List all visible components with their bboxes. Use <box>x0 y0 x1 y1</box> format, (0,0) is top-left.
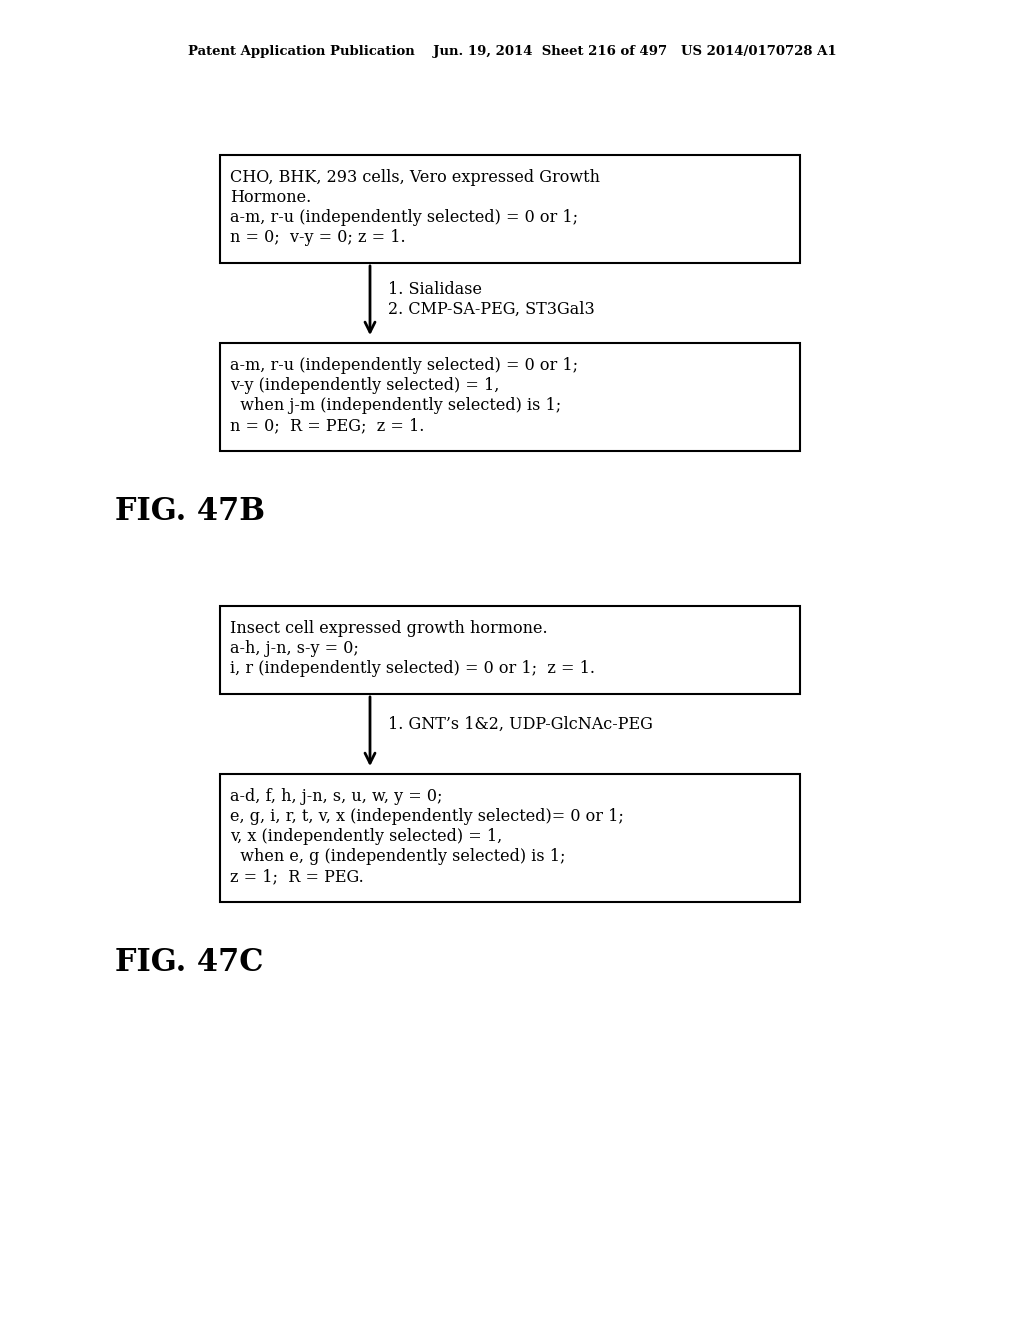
Text: a-d, f, h, j-n, s, u, w, y = 0;: a-d, f, h, j-n, s, u, w, y = 0; <box>230 788 442 805</box>
Text: 1. Sialidase: 1. Sialidase <box>388 281 482 298</box>
Bar <box>220 154 800 263</box>
Text: e, g, i, r, t, v, x (independently selected)= 0 or 1;: e, g, i, r, t, v, x (independently selec… <box>230 808 624 825</box>
Text: FIG. 47B: FIG. 47B <box>115 496 265 527</box>
Bar <box>220 774 800 902</box>
Text: v, x (independently selected) = 1,: v, x (independently selected) = 1, <box>230 828 502 845</box>
Text: z = 1;  R = PEG.: z = 1; R = PEG. <box>230 869 364 884</box>
Bar <box>220 606 800 694</box>
Text: a-h, j-n, s-y = 0;: a-h, j-n, s-y = 0; <box>230 640 358 657</box>
Text: n = 0;  R = PEG;  z = 1.: n = 0; R = PEG; z = 1. <box>230 417 424 434</box>
Text: i, r (independently selected) = 0 or 1;  z = 1.: i, r (independently selected) = 0 or 1; … <box>230 660 595 677</box>
Text: Insect cell expressed growth hormone.: Insect cell expressed growth hormone. <box>230 620 548 638</box>
Text: 2. CMP-SA-PEG, ST3Gal3: 2. CMP-SA-PEG, ST3Gal3 <box>388 301 595 318</box>
Text: CHO, BHK, 293 cells, Vero expressed Growth: CHO, BHK, 293 cells, Vero expressed Grow… <box>230 169 600 186</box>
Text: 1. GNT’s 1&2, UDP-GlcNAc-PEG: 1. GNT’s 1&2, UDP-GlcNAc-PEG <box>388 715 653 733</box>
Text: a-m, r-u (independently selected) = 0 or 1;: a-m, r-u (independently selected) = 0 or… <box>230 356 579 374</box>
Text: when j-m (independently selected) is 1;: when j-m (independently selected) is 1; <box>230 397 561 414</box>
Bar <box>220 343 800 451</box>
Text: FIG. 47C: FIG. 47C <box>115 946 263 978</box>
Text: Hormone.: Hormone. <box>230 189 311 206</box>
Text: when e, g (independently selected) is 1;: when e, g (independently selected) is 1; <box>230 847 565 865</box>
Text: Patent Application Publication    Jun. 19, 2014  Sheet 216 of 497   US 2014/0170: Patent Application Publication Jun. 19, … <box>187 45 837 58</box>
Text: n = 0;  v-y = 0; z = 1.: n = 0; v-y = 0; z = 1. <box>230 228 406 246</box>
Text: v-y (independently selected) = 1,: v-y (independently selected) = 1, <box>230 378 500 393</box>
Text: a-m, r-u (independently selected) = 0 or 1;: a-m, r-u (independently selected) = 0 or… <box>230 209 579 226</box>
